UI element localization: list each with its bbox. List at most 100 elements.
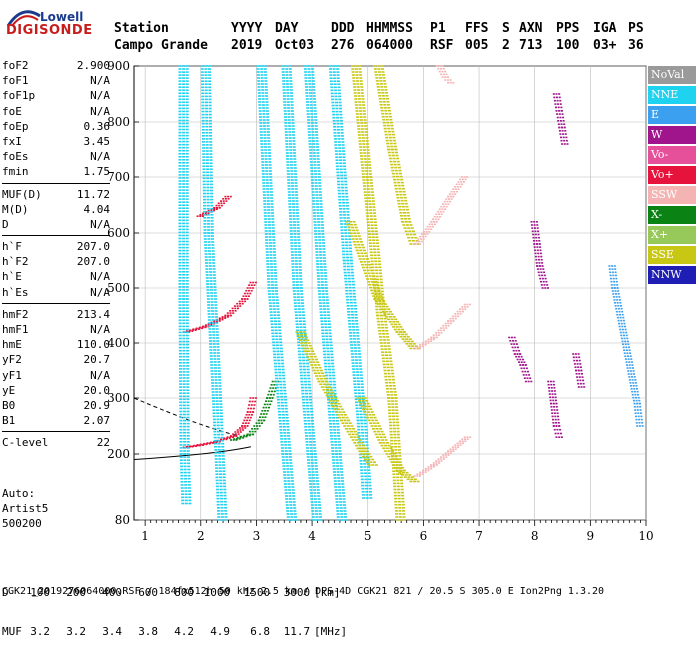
trace-dot <box>372 284 375 286</box>
trace-dot <box>179 423 182 425</box>
trace-dot <box>362 101 365 103</box>
trace-dot <box>211 376 214 378</box>
trace-dot <box>344 184 347 186</box>
trace-dot <box>354 353 357 355</box>
trace-dot <box>204 65 207 67</box>
trace-dot <box>422 236 424 238</box>
trace-dot <box>295 188 298 190</box>
trace-dot <box>444 71 446 73</box>
trace-dot <box>327 351 330 353</box>
trace-dot <box>390 394 393 396</box>
trace-dot <box>385 116 388 118</box>
trace-dot <box>214 295 217 297</box>
trace-dot <box>333 71 336 73</box>
trace-dot <box>323 260 326 262</box>
trace-dot <box>283 95 286 97</box>
trace-dot <box>576 357 578 359</box>
trace-dot <box>179 356 182 358</box>
trace-dot <box>186 174 189 176</box>
trace-dot <box>265 164 268 166</box>
trace-dot <box>179 411 182 413</box>
trace-dot <box>562 117 564 119</box>
trace-dot <box>356 374 359 376</box>
trace-dot <box>294 242 297 244</box>
trace-dot <box>552 419 554 421</box>
trace-dot <box>258 86 261 88</box>
trace-dot <box>581 386 583 388</box>
trace-dot <box>285 137 288 139</box>
trace-dot <box>263 197 266 199</box>
trace-dot <box>303 348 306 350</box>
trace-dot <box>296 284 299 286</box>
trace-dot <box>206 162 209 164</box>
trace-dot <box>397 200 400 202</box>
trace-dot <box>182 247 185 249</box>
trace-dot <box>351 235 354 237</box>
trace-dot <box>511 337 513 339</box>
trace-dot <box>309 143 312 145</box>
trace-dot <box>346 299 349 301</box>
trace-dot <box>440 68 442 70</box>
trace-dot <box>277 317 280 319</box>
trace-dot <box>356 411 359 413</box>
trace-dot <box>352 281 355 283</box>
trace-dot <box>294 179 297 181</box>
trace-dot <box>305 83 308 85</box>
trace-dot <box>386 333 389 335</box>
trace-dot <box>442 211 444 213</box>
trace-dot <box>305 89 308 91</box>
trace-dot <box>302 357 305 359</box>
trace-dot <box>361 255 364 257</box>
trace-dot <box>313 206 316 208</box>
trace-dot <box>378 92 381 94</box>
trace-dot <box>447 82 449 84</box>
trace-dot <box>342 245 345 247</box>
trace-dot <box>311 65 314 67</box>
trace-dot <box>319 188 322 190</box>
trace-dot <box>339 153 342 155</box>
trace-dot <box>377 249 380 251</box>
trace-dot <box>182 220 185 222</box>
trace-dot <box>337 129 340 131</box>
trace-dot <box>213 280 216 282</box>
trace-dot <box>210 358 213 360</box>
trace-dot <box>396 321 399 323</box>
trace-dot <box>200 444 202 446</box>
trace-dot <box>350 266 353 268</box>
trace-dot <box>374 68 377 70</box>
trace-dot <box>437 211 439 213</box>
trace-dot <box>271 333 274 335</box>
trace-dot <box>314 501 317 503</box>
trace-dot <box>290 236 293 238</box>
trace-dot <box>308 77 311 79</box>
trace-dot <box>396 470 399 472</box>
trace-dot <box>212 403 215 405</box>
trace-dot <box>357 377 360 379</box>
trace-dot <box>524 377 526 379</box>
trace-dot <box>345 187 348 189</box>
trace-dot <box>329 375 332 377</box>
trace-dot <box>316 143 319 145</box>
trace-dot <box>323 311 326 313</box>
trace-dot <box>302 360 305 362</box>
trace-dot <box>343 501 346 503</box>
trace-dot <box>314 459 317 461</box>
trace-dot <box>281 363 284 365</box>
trace-dot <box>375 284 378 286</box>
trace-dot <box>209 265 212 267</box>
trace-dot <box>613 281 615 283</box>
trace-dot <box>280 351 283 353</box>
trace-dot <box>186 80 189 82</box>
trace-dot <box>221 449 224 451</box>
trace-dot <box>384 110 387 112</box>
trace-dot <box>449 318 451 320</box>
trace-dot <box>366 278 369 280</box>
trace-dot <box>334 83 337 85</box>
trace-dot <box>384 128 387 130</box>
trace-dot <box>378 330 381 332</box>
trace-dot <box>542 265 544 267</box>
trace-dot <box>293 143 296 145</box>
trace-dot <box>182 114 185 116</box>
trace-dot <box>216 492 219 494</box>
trace-dot <box>294 513 297 515</box>
